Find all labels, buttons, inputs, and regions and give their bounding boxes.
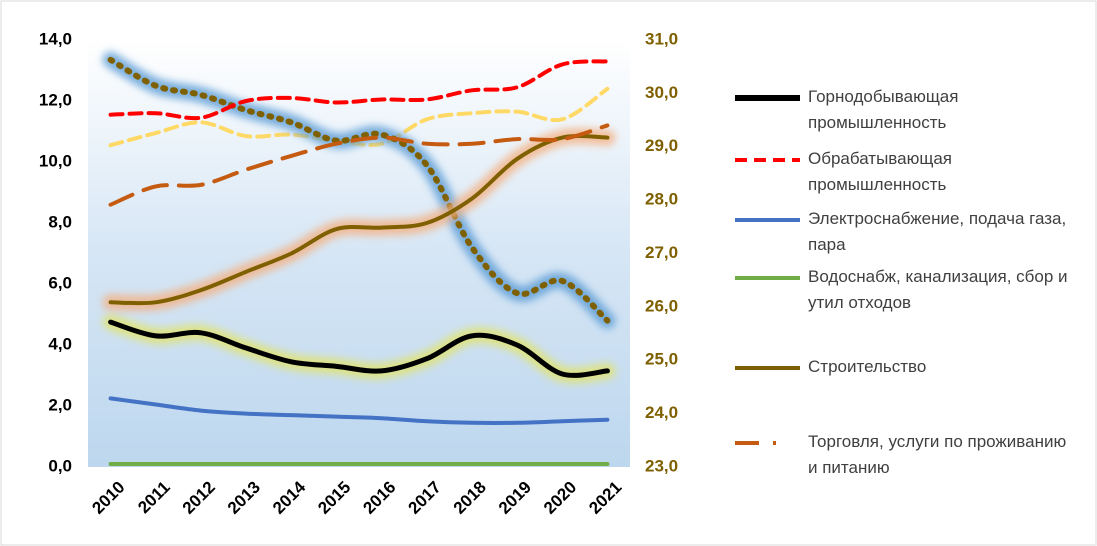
series-line (107, 56, 611, 324)
y2-tick-label: 26,0 (645, 296, 678, 315)
legend-label: Горнодобывающая промышленность (808, 87, 959, 132)
y-tick-label: 10,0 (39, 151, 72, 170)
series-line (108, 134, 610, 306)
y-tick-label: 12,0 (39, 90, 72, 109)
x-tick-label: 2020 (540, 478, 580, 518)
y2-tick-label: 28,0 (645, 190, 678, 209)
y2-tick-label: 25,0 (645, 350, 678, 369)
y2-tick-label: 30,0 (645, 83, 678, 102)
x-tick-label: 2019 (495, 478, 535, 518)
y-tick-label: 6,0 (48, 273, 72, 292)
series-line (108, 319, 610, 378)
y-tick-label: 14,0 (39, 29, 72, 48)
x-tick-label: 2011 (134, 478, 174, 518)
series-line (108, 59, 610, 121)
legend-label: Торговля, услуги по проживанию и питанию (808, 432, 1067, 477)
x-tick-label: 2017 (405, 478, 445, 518)
legend-label: Обрабатывающая промышленность (808, 149, 952, 194)
legend-label: Электроснабжение, подача газа, пара (808, 209, 1067, 254)
x-tick-label: 2016 (359, 478, 399, 518)
y-tick-label: 8,0 (48, 212, 72, 231)
y2-tick-label: 23,0 (645, 456, 678, 475)
x-tick-label: 2014 (269, 477, 310, 518)
y2-tick-label: 29,0 (645, 136, 678, 155)
y2-tick-label: 24,0 (645, 403, 678, 422)
y-tick-label: 4,0 (48, 334, 72, 353)
y-tick-label: 2,0 (48, 395, 72, 414)
legend-label: Строительство (808, 357, 927, 376)
y2-tick-label: 27,0 (645, 243, 678, 262)
x-tick-label: 2012 (179, 478, 219, 518)
plot-area (88, 40, 630, 467)
legend-label: Водоснабж, канализация, сбор и утил отхо… (808, 267, 1068, 312)
x-tick-label: 2010 (88, 478, 128, 518)
series-line (108, 123, 610, 207)
y-tick-label: 0,0 (48, 456, 72, 475)
y2-tick-label: 31,0 (645, 29, 678, 48)
x-tick-label: 2018 (450, 478, 490, 518)
x-tick-label: 2015 (314, 478, 354, 518)
series-line (108, 396, 610, 425)
x-tick-label: 2013 (224, 478, 264, 518)
x-tick-label: 2021 (585, 478, 625, 518)
